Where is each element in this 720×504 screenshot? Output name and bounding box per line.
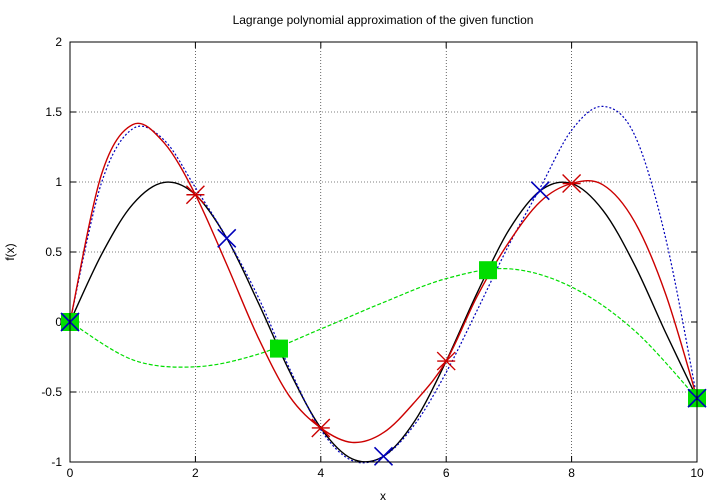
x-tick-label: 10 — [690, 466, 704, 480]
x-tick-label: 4 — [317, 466, 324, 480]
x-tick-label: 0 — [67, 466, 74, 480]
square-marker — [269, 339, 288, 358]
star-marker — [436, 351, 456, 371]
star-marker — [185, 185, 205, 205]
star-marker — [562, 174, 582, 194]
plot-frame — [69, 41, 698, 463]
y-tick-label: 2 — [55, 35, 62, 49]
series-line-3 — [69, 105, 698, 464]
chart-title: Lagrange polynomial approximation of the… — [233, 13, 534, 27]
x-marker — [217, 228, 237, 248]
y-tick-label: 1 — [55, 175, 62, 189]
x-marker — [373, 446, 394, 466]
square-marker — [479, 261, 498, 280]
y-tick-label: 0.5 — [45, 245, 62, 259]
x-tick-label: 8 — [568, 466, 575, 480]
x-tick-label: 6 — [443, 466, 450, 480]
y-tick-label: -0.5 — [41, 385, 62, 399]
series-line-1 — [69, 181, 698, 463]
x-tick-label: 2 — [192, 466, 199, 480]
y-tick-label: 0 — [55, 315, 62, 329]
series-line-2 — [69, 267, 698, 399]
y-tick-label: 1.5 — [45, 105, 62, 119]
y-axis-label: f(x) — [3, 243, 17, 260]
y-tick-label: -1 — [51, 455, 62, 469]
star-marker — [311, 418, 331, 438]
x-marker — [530, 181, 550, 201]
x-axis-label: x — [380, 489, 386, 503]
series-line-4 — [69, 122, 698, 444]
